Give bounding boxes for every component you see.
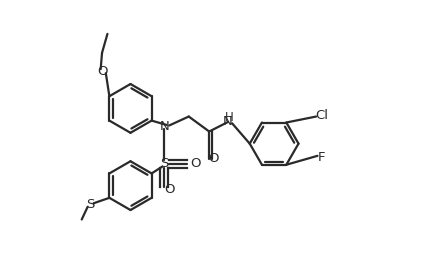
Text: F: F — [318, 151, 325, 164]
Text: O: O — [208, 152, 219, 165]
Text: S: S — [160, 157, 169, 170]
Text: N: N — [223, 115, 233, 128]
Text: H: H — [225, 111, 234, 124]
Text: O: O — [97, 65, 107, 78]
Text: O: O — [190, 157, 201, 170]
Text: O: O — [164, 183, 175, 196]
Text: N: N — [160, 120, 169, 133]
Text: Cl: Cl — [315, 109, 328, 122]
Text: S: S — [86, 198, 94, 211]
